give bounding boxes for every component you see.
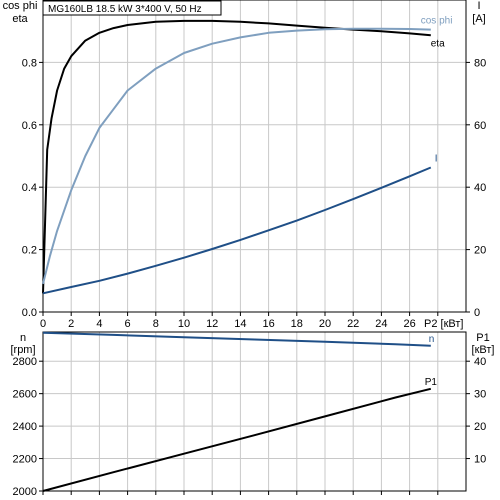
- right-tick-label: 60: [474, 120, 486, 132]
- top-left-axis-title-2: eta: [12, 13, 28, 25]
- left-tick-label: 0.6: [22, 120, 37, 132]
- x-tick-label: 26: [403, 318, 415, 330]
- x-tick-label: 20: [319, 318, 331, 330]
- series-line-n: [42, 331, 431, 347]
- right-tick-label: 20: [474, 421, 486, 433]
- left-tick-label: 0.2: [22, 245, 37, 257]
- x-tick-label: 0: [40, 318, 46, 330]
- series-line-cos-phi: [42, 27, 431, 285]
- series-layer: [42, 19, 432, 492]
- x-tick-label: 12: [206, 318, 218, 330]
- left-tick-label: 0.0: [22, 307, 37, 319]
- top-left-axis-title-1: cos phi: [3, 0, 38, 12]
- right-tick-label: 40: [474, 356, 486, 368]
- bottom-plot-frame: [42, 331, 467, 492]
- right-tick-label: 30: [474, 389, 486, 401]
- bottom-right-axis-title-1: P1: [476, 332, 489, 344]
- x-tick-label: 10: [178, 318, 190, 330]
- left-tick-label: 0.4: [22, 182, 37, 194]
- series-label-n: n: [429, 334, 435, 345]
- left-tick-label: 2200: [13, 454, 37, 466]
- series-line-eta: [42, 19, 431, 294]
- right-tick-label: 40: [474, 182, 486, 194]
- x-tick-label: 24: [375, 318, 387, 330]
- left-tick-label: 2400: [13, 421, 37, 433]
- x-axis-title: P2 [кВт]: [424, 318, 463, 330]
- x-tick-label: 22: [347, 318, 359, 330]
- top-plot-frame: [42, 0, 467, 313]
- bottom-right-axis-title-2: [кВт]: [472, 344, 495, 356]
- x-tick-label: 4: [96, 318, 102, 330]
- series-label-i: I: [435, 154, 438, 165]
- x-tick-label: 18: [291, 318, 303, 330]
- top-right-axis-title-2: [A]: [472, 13, 485, 25]
- left-tick-label: 2000: [13, 486, 37, 498]
- series-label-eta: eta: [431, 38, 445, 49]
- x-tick-label: 16: [262, 318, 274, 330]
- bottom-left-axis-title-1: n: [20, 332, 26, 344]
- right-tick-label: 20: [474, 245, 486, 257]
- top-right-axis-title-1: I: [477, 0, 480, 12]
- grid-layer: [43, 0, 466, 491]
- series-line-p1: [42, 387, 432, 492]
- right-tick-label: 10: [474, 454, 486, 466]
- left-tick-label: 0.8: [22, 57, 37, 69]
- header-box-frame: [42, 0, 222, 16]
- x-tick-label: 2: [68, 318, 74, 330]
- right-tick-label: 80: [474, 57, 486, 69]
- frame-layer: [39, 0, 470, 495]
- right-tick-label: 0: [474, 307, 480, 319]
- motor-info-text: MG160LB 18.5 kW 3*400 V, 50 Hz: [48, 4, 202, 15]
- left-tick-label: 2600: [13, 389, 37, 401]
- x-tick-label: 8: [153, 318, 159, 330]
- x-tick-label: 14: [234, 318, 246, 330]
- bottom-left-axis-title-2: [rpm]: [10, 344, 35, 356]
- header-box: MG160LB 18.5 kW 3*400 V, 50 Hz: [42, 0, 222, 16]
- series-line-i: [42, 166, 432, 295]
- left-tick-label: 2800: [13, 356, 37, 368]
- x-tick-label: 6: [125, 318, 131, 330]
- series-label-p1: P1: [425, 377, 438, 388]
- series-label-cos-phi: cos phi: [421, 16, 453, 27]
